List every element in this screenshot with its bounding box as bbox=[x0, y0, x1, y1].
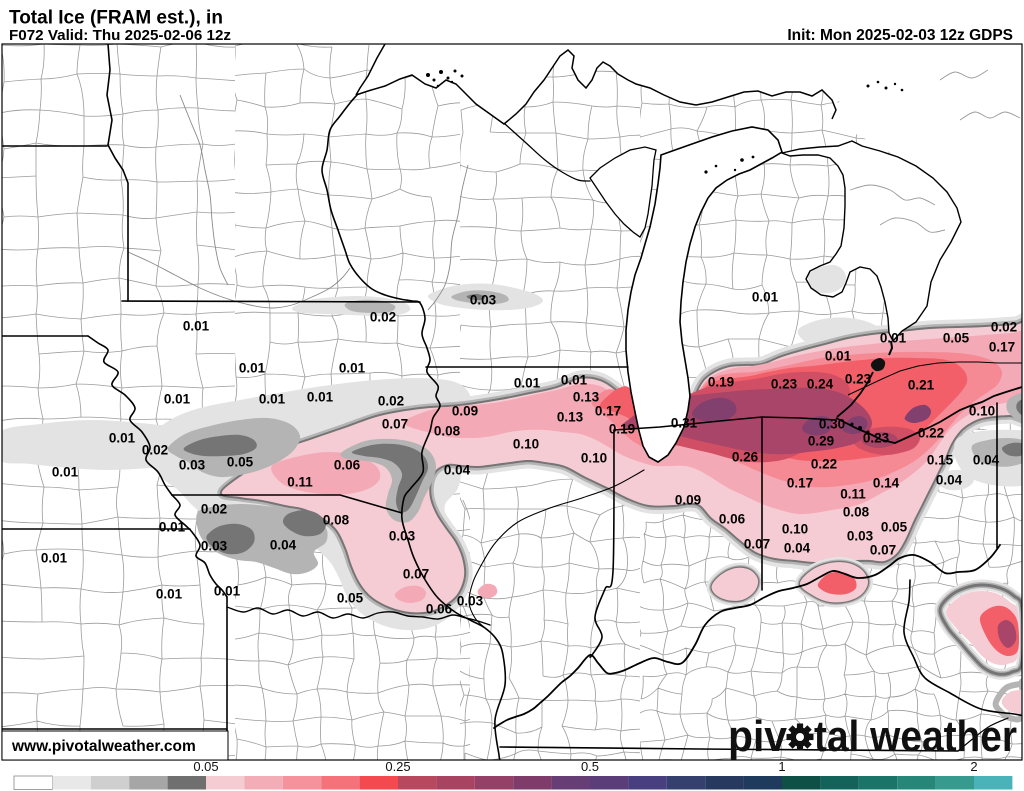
svg-text:0.09: 0.09 bbox=[675, 493, 701, 508]
svg-text:0.01: 0.01 bbox=[183, 319, 210, 334]
svg-text:0.03: 0.03 bbox=[179, 458, 206, 473]
svg-text:0.11: 0.11 bbox=[840, 487, 866, 502]
svg-text:tal weather: tal weather bbox=[814, 712, 1017, 761]
svg-text:F072 Valid: Thu 2025-02-06 12z: F072 Valid: Thu 2025-02-06 12z bbox=[9, 27, 231, 44]
svg-text:0.05: 0.05 bbox=[943, 331, 970, 346]
svg-text:0.07: 0.07 bbox=[870, 543, 896, 558]
svg-text:0.17: 0.17 bbox=[989, 340, 1015, 355]
svg-text:0.07: 0.07 bbox=[744, 537, 770, 552]
svg-text:0.26: 0.26 bbox=[732, 450, 759, 465]
svg-text:0.03: 0.03 bbox=[457, 594, 484, 609]
svg-text:0.05: 0.05 bbox=[227, 455, 254, 470]
svg-text:1: 1 bbox=[778, 759, 785, 774]
svg-text:0.22: 0.22 bbox=[918, 426, 944, 441]
svg-text:0.04: 0.04 bbox=[973, 453, 1000, 468]
svg-text:0.13: 0.13 bbox=[573, 390, 600, 405]
svg-text:0.01: 0.01 bbox=[259, 392, 286, 407]
svg-text:0.03: 0.03 bbox=[470, 293, 497, 308]
svg-text:0.02: 0.02 bbox=[370, 310, 396, 325]
svg-text:0.14: 0.14 bbox=[873, 476, 900, 491]
svg-text:0.10: 0.10 bbox=[782, 522, 808, 537]
svg-text:0.10: 0.10 bbox=[969, 404, 995, 419]
svg-text:0.24: 0.24 bbox=[807, 377, 834, 392]
svg-text:Total Ice (FRAM est.), in: Total Ice (FRAM est.), in bbox=[9, 8, 223, 29]
svg-text:0.01: 0.01 bbox=[214, 584, 241, 599]
svg-text:0.04: 0.04 bbox=[444, 463, 471, 478]
svg-text:0.04: 0.04 bbox=[936, 473, 963, 488]
svg-text:0.07: 0.07 bbox=[382, 417, 408, 432]
svg-text:0.03: 0.03 bbox=[847, 529, 874, 544]
svg-text:0.23: 0.23 bbox=[845, 372, 872, 387]
svg-text:0.17: 0.17 bbox=[595, 404, 621, 419]
svg-text:0.04: 0.04 bbox=[784, 541, 811, 556]
svg-text:0.23: 0.23 bbox=[863, 431, 890, 446]
svg-text:0.21: 0.21 bbox=[908, 378, 935, 393]
svg-text:0.30: 0.30 bbox=[819, 417, 845, 432]
svg-text:0.05: 0.05 bbox=[881, 520, 908, 535]
svg-text:0.01: 0.01 bbox=[307, 390, 334, 405]
svg-text:0.11: 0.11 bbox=[287, 475, 313, 490]
svg-text:0.02: 0.02 bbox=[142, 443, 168, 458]
svg-text:0.04: 0.04 bbox=[270, 538, 297, 553]
svg-text:0.17: 0.17 bbox=[787, 476, 813, 491]
svg-text:0.07: 0.07 bbox=[403, 567, 429, 582]
svg-text:0.06: 0.06 bbox=[334, 458, 361, 473]
svg-text:0.08: 0.08 bbox=[323, 513, 350, 528]
svg-text:0.01: 0.01 bbox=[164, 392, 191, 407]
svg-text:0.01: 0.01 bbox=[561, 373, 588, 388]
svg-text:0.05: 0.05 bbox=[337, 591, 364, 606]
svg-text:0.01: 0.01 bbox=[825, 349, 852, 364]
svg-text:0.01: 0.01 bbox=[41, 551, 68, 566]
svg-text:0.02: 0.02 bbox=[201, 502, 227, 517]
svg-text:0.25: 0.25 bbox=[385, 759, 410, 774]
svg-text:0.01: 0.01 bbox=[880, 331, 907, 346]
svg-text:0.29: 0.29 bbox=[808, 434, 834, 449]
svg-text:2: 2 bbox=[970, 759, 977, 774]
svg-text:0.02: 0.02 bbox=[991, 320, 1017, 335]
svg-text:0.01: 0.01 bbox=[339, 361, 366, 376]
svg-text:0.09: 0.09 bbox=[452, 404, 478, 419]
svg-text:0.15: 0.15 bbox=[927, 453, 954, 468]
svg-text:0.05: 0.05 bbox=[193, 759, 218, 774]
svg-text:0.5: 0.5 bbox=[581, 759, 599, 774]
svg-text:0.19: 0.19 bbox=[609, 422, 635, 437]
svg-text:0.03: 0.03 bbox=[389, 529, 416, 544]
svg-text:0.01: 0.01 bbox=[239, 361, 266, 376]
svg-text:0.13: 0.13 bbox=[557, 410, 584, 425]
svg-text:0.10: 0.10 bbox=[513, 437, 539, 452]
svg-text:0.08: 0.08 bbox=[434, 424, 461, 439]
svg-text:0.01: 0.01 bbox=[159, 520, 186, 535]
svg-text:piv: piv bbox=[728, 712, 787, 761]
svg-text:0.01: 0.01 bbox=[514, 376, 541, 391]
svg-text:0.02: 0.02 bbox=[378, 394, 404, 409]
svg-text:0.01: 0.01 bbox=[52, 465, 79, 480]
svg-text:0.03: 0.03 bbox=[201, 539, 228, 554]
svg-text:0.06: 0.06 bbox=[719, 512, 746, 527]
svg-text:0.23: 0.23 bbox=[771, 377, 798, 392]
svg-text:0.10: 0.10 bbox=[581, 451, 607, 466]
svg-text:Init: Mon 2025-02-03 12z GDPS: Init: Mon 2025-02-03 12z GDPS bbox=[787, 27, 1013, 44]
svg-text:0.01: 0.01 bbox=[752, 290, 779, 305]
svg-text:0.01: 0.01 bbox=[109, 431, 136, 446]
svg-text:0.08: 0.08 bbox=[843, 505, 870, 520]
svg-text:0.22: 0.22 bbox=[811, 457, 837, 472]
svg-text:0.01: 0.01 bbox=[156, 587, 183, 602]
svg-text:0.31: 0.31 bbox=[671, 416, 698, 431]
svg-text:0.06: 0.06 bbox=[426, 602, 453, 617]
svg-text:www.pivotalweather.com: www.pivotalweather.com bbox=[11, 738, 196, 755]
svg-text:0.19: 0.19 bbox=[708, 375, 734, 390]
